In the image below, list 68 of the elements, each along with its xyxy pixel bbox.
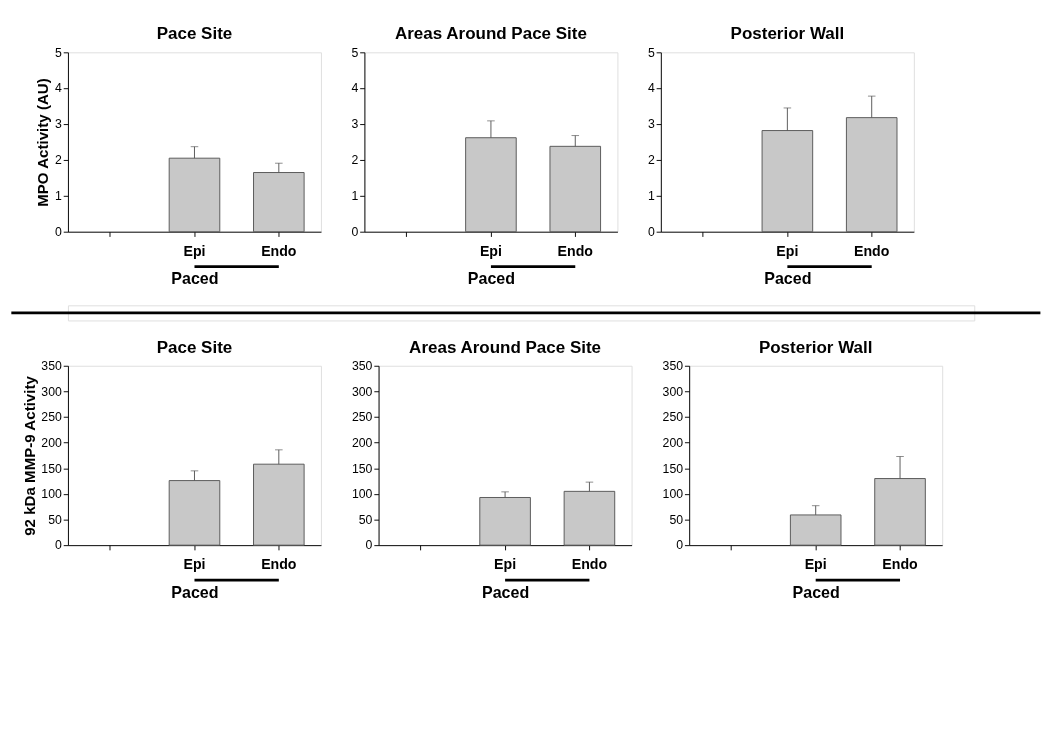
x-tick-label: Epi (479, 242, 502, 259)
y-tick-label: 2 (351, 153, 359, 168)
y-tick-label: 50 (358, 512, 373, 527)
y-tick-label: 5 (351, 45, 359, 60)
y-tick-label: 150 (41, 461, 63, 476)
y-tick-label: 4 (55, 81, 63, 96)
y-axis-title: MPO Activity (AU) (34, 78, 52, 207)
y-tick-label: 3 (55, 117, 63, 132)
y-tick-label: 200 (351, 435, 373, 450)
y-tick-label: 1 (647, 189, 655, 204)
y-tick-label: 250 (41, 410, 63, 425)
y-tick-label: 350 (41, 359, 63, 374)
x-tick-label: Epi (183, 556, 206, 573)
y-tick-label: 250 (351, 410, 373, 425)
x-tick-label: Epi (494, 556, 517, 573)
y-tick-label: 0 (647, 224, 655, 239)
y-tick-label: 300 (351, 384, 373, 399)
x-tick-label: Endo (854, 242, 890, 259)
y-tick-label: 5 (647, 45, 655, 60)
y-tick-label: 1 (55, 189, 63, 204)
chart-title: Pace Site (156, 337, 233, 357)
y-tick-label: 2 (647, 153, 655, 168)
x-axis-title: Paced (171, 582, 219, 601)
y-axis-title: 92 kDa MMP-9 Activity (20, 375, 38, 536)
chart-title: Pace Site (156, 24, 233, 44)
y-tick-label: 100 (662, 487, 684, 502)
x-axis-title: Paced (481, 582, 530, 601)
y-tick-label: 0 (55, 538, 63, 553)
y-tick-label: 150 (662, 461, 684, 476)
y-tick-label: 100 (41, 487, 63, 502)
x-tick-label: Epi (183, 242, 206, 259)
y-tick-label: 1 (351, 189, 359, 204)
y-tick-label: 0 (55, 224, 63, 239)
y-tick-label: 0 (365, 538, 373, 553)
y-tick-label: 100 (351, 487, 373, 502)
y-tick-label: 350 (662, 359, 684, 374)
y-tick-label: 4 (647, 81, 655, 96)
y-tick-label: 200 (662, 435, 684, 450)
x-tick-label: Endo (261, 242, 297, 259)
y-tick-label: 350 (351, 359, 373, 374)
x-axis-title: Paced (764, 269, 812, 288)
y-tick-label: 3 (647, 117, 655, 132)
x-tick-label: Endo (557, 242, 594, 259)
y-tick-label: 50 (669, 512, 684, 527)
x-axis-title: Paced (171, 269, 219, 288)
chart-title: Posterior Wall (758, 337, 873, 357)
x-axis-title: Paced (467, 269, 516, 288)
x-tick-label: Endo (571, 556, 608, 573)
x-tick-label: Endo (261, 556, 297, 573)
y-tick-label: 4 (351, 81, 359, 96)
y-tick-label: 3 (351, 117, 359, 132)
y-tick-label: 50 (48, 512, 62, 527)
y-tick-label: 300 (41, 384, 63, 399)
chart-title: Areas Around Pace Site (394, 24, 587, 44)
y-tick-label: 2 (55, 153, 63, 168)
chart-title: Posterior Wall (730, 24, 845, 44)
x-tick-label: Epi (776, 242, 799, 259)
y-tick-label: 200 (41, 435, 63, 450)
y-tick-label: 0 (351, 224, 359, 239)
x-axis-title: Paced (792, 582, 840, 601)
x-tick-label: Epi (804, 556, 827, 573)
y-tick-label: 150 (351, 461, 373, 476)
y-tick-label: 5 (55, 45, 63, 60)
chart-title: Areas Around Pace Site (409, 337, 602, 357)
y-tick-label: 0 (676, 538, 684, 553)
x-tick-label: Endo (882, 556, 919, 573)
y-tick-label: 300 (662, 384, 684, 399)
y-tick-label: 250 (662, 410, 684, 425)
